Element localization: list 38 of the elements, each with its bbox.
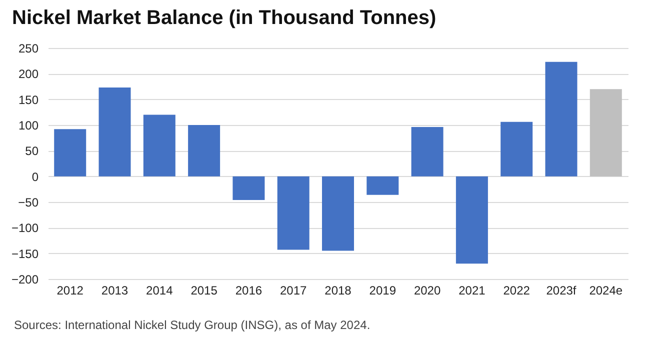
x-tick-label: 2017 xyxy=(280,284,308,298)
y-tick-label: 200 xyxy=(18,67,39,82)
y-tick-label: 0 xyxy=(32,170,39,184)
x-tick-label: 2013 xyxy=(101,284,128,298)
y-tick-label: −100 xyxy=(11,221,39,236)
x-tick-label: 2021 xyxy=(458,284,486,298)
x-tick-label: 2018 xyxy=(324,284,352,298)
y-tick-label: 250 xyxy=(18,42,39,56)
x-tick-label: 2022 xyxy=(503,284,530,298)
x-tick-label: 2019 xyxy=(369,284,396,298)
bar xyxy=(590,89,622,176)
bar xyxy=(54,129,86,176)
x-tick-label: 2016 xyxy=(235,284,262,298)
y-tick-label: −200 xyxy=(11,272,39,286)
bar xyxy=(456,176,488,264)
bar xyxy=(277,176,310,250)
bar xyxy=(411,127,444,176)
y-tick-label: 150 xyxy=(18,92,39,107)
x-tick-label: 2023f xyxy=(546,284,577,298)
y-tick-label: −150 xyxy=(11,246,39,261)
x-tick-label: 2015 xyxy=(190,284,218,298)
bar xyxy=(545,62,578,176)
x-tick-label: 2024e xyxy=(589,284,623,298)
bar xyxy=(143,114,176,176)
bar xyxy=(322,176,354,251)
bar xyxy=(366,176,399,195)
bar xyxy=(500,122,533,176)
chart-title: Nickel Market Balance (in Thousand Tonnes) xyxy=(12,7,436,29)
y-tick-label: −50 xyxy=(18,196,39,210)
bar xyxy=(98,88,131,176)
x-tick-label: 2014 xyxy=(146,284,174,298)
x-tick-label: 2012 xyxy=(56,284,84,298)
bar xyxy=(232,176,265,200)
x-tick-label: 2020 xyxy=(414,284,441,298)
bar xyxy=(188,125,220,176)
source-note: Sources: International Nickel Study Group (INSG), as of May 2024. xyxy=(14,318,370,332)
y-tick-label: 50 xyxy=(25,144,39,158)
y-tick-label: 100 xyxy=(18,118,39,132)
